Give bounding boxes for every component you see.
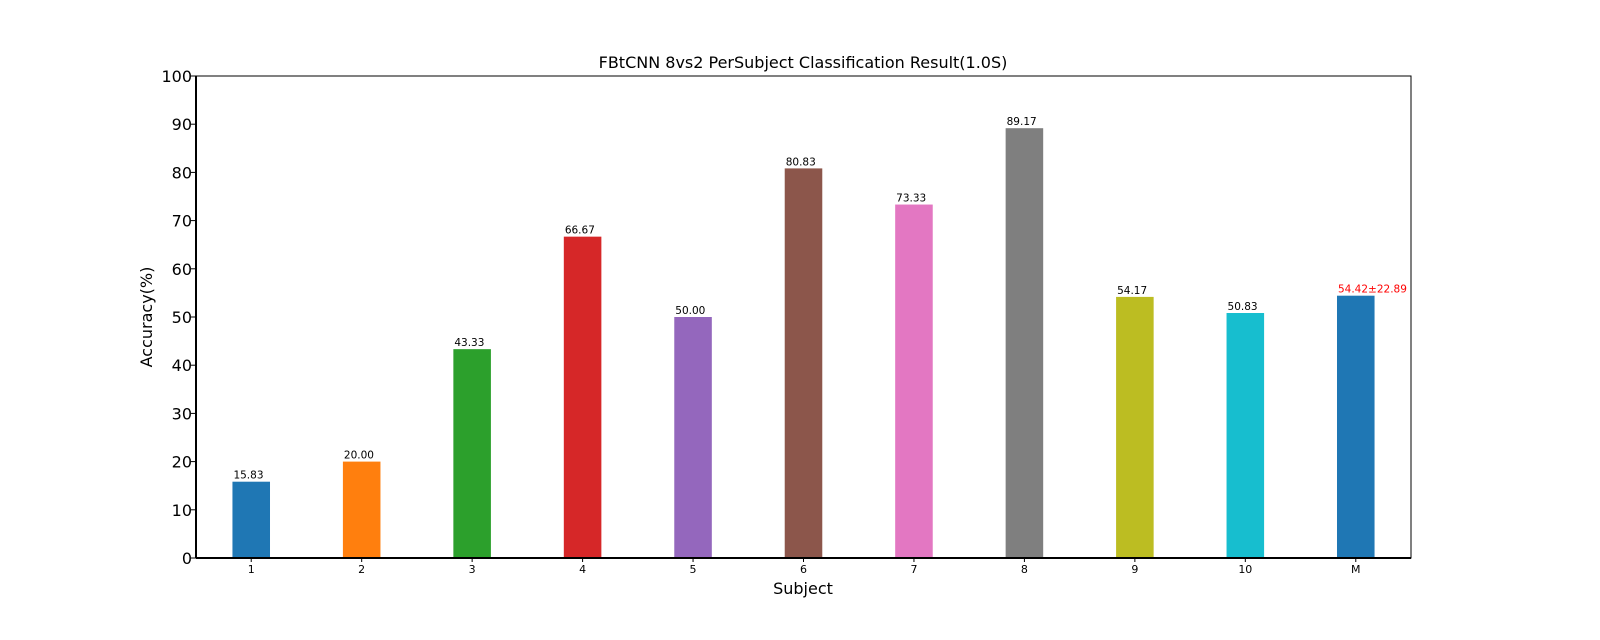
y-tick-label-100: 100 bbox=[161, 67, 192, 86]
x-tick-label-2: 2 bbox=[358, 563, 365, 576]
y-tick-label-20: 20 bbox=[172, 453, 192, 472]
bar-2 bbox=[342, 461, 381, 558]
data-label-1: 15.83 bbox=[233, 470, 263, 482]
data-label-M: 54.42±22.89 bbox=[1338, 284, 1407, 296]
bar-7 bbox=[895, 204, 933, 559]
plot-area: 15.83 1 20.00 2 43.33 3 66.67 4 50.00 5 80.83 6 73.3… bbox=[161, 67, 1412, 576]
bar-4 bbox=[563, 236, 602, 558]
bar-6 bbox=[784, 168, 823, 558]
y-tick-label-10: 10 bbox=[172, 501, 192, 520]
bar-1 bbox=[232, 481, 271, 558]
x-axis-title: Subject bbox=[773, 579, 833, 598]
x-tick-label-9: 9 bbox=[1131, 563, 1138, 576]
y-tick-label-50: 50 bbox=[172, 308, 192, 327]
y-tick-label-30: 30 bbox=[172, 404, 192, 423]
bar-M bbox=[1336, 295, 1375, 558]
bar-8 bbox=[1005, 128, 1044, 558]
bar-3 bbox=[453, 349, 491, 558]
bar-5 bbox=[674, 317, 712, 558]
data-label-6: 80.83 bbox=[786, 156, 816, 168]
y-tick-label-60: 60 bbox=[172, 260, 192, 279]
x-tick-label-5: 5 bbox=[690, 563, 697, 576]
chart-title: FBtCNN 8vs2 PerSubject Classification Re… bbox=[599, 53, 1008, 72]
data-label-3: 43.33 bbox=[454, 337, 484, 349]
data-label-8: 89.17 bbox=[1007, 116, 1037, 128]
y-tick-label-0: 0 bbox=[182, 549, 192, 568]
data-label-2: 20.00 bbox=[344, 450, 374, 462]
y-tick-label-80: 80 bbox=[172, 163, 192, 182]
x-tick-label-8: 8 bbox=[1021, 563, 1028, 576]
data-label-4: 66.67 bbox=[565, 225, 595, 237]
x-tick-label-M: M bbox=[1351, 563, 1361, 576]
y-tick-label-70: 70 bbox=[172, 212, 192, 231]
data-label-9: 54.17 bbox=[1117, 285, 1147, 297]
bar-9 bbox=[1116, 296, 1154, 558]
data-label-10: 50.83 bbox=[1228, 301, 1258, 313]
x-tick-label-10: 10 bbox=[1238, 563, 1252, 576]
x-tick-label-3: 3 bbox=[469, 563, 476, 576]
y-axis-title: Accuracy(%) bbox=[137, 267, 156, 368]
y-tick-label-90: 90 bbox=[172, 115, 192, 134]
data-label-5: 50.00 bbox=[675, 305, 705, 317]
x-tick-label-7: 7 bbox=[910, 563, 917, 576]
x-tick-label-6: 6 bbox=[800, 563, 807, 576]
x-tick-label-1: 1 bbox=[248, 563, 255, 576]
x-tick-label-4: 4 bbox=[579, 563, 586, 576]
y-tick-label-40: 40 bbox=[172, 356, 192, 375]
bar-10 bbox=[1226, 312, 1265, 558]
data-label-7: 73.33 bbox=[896, 193, 926, 205]
